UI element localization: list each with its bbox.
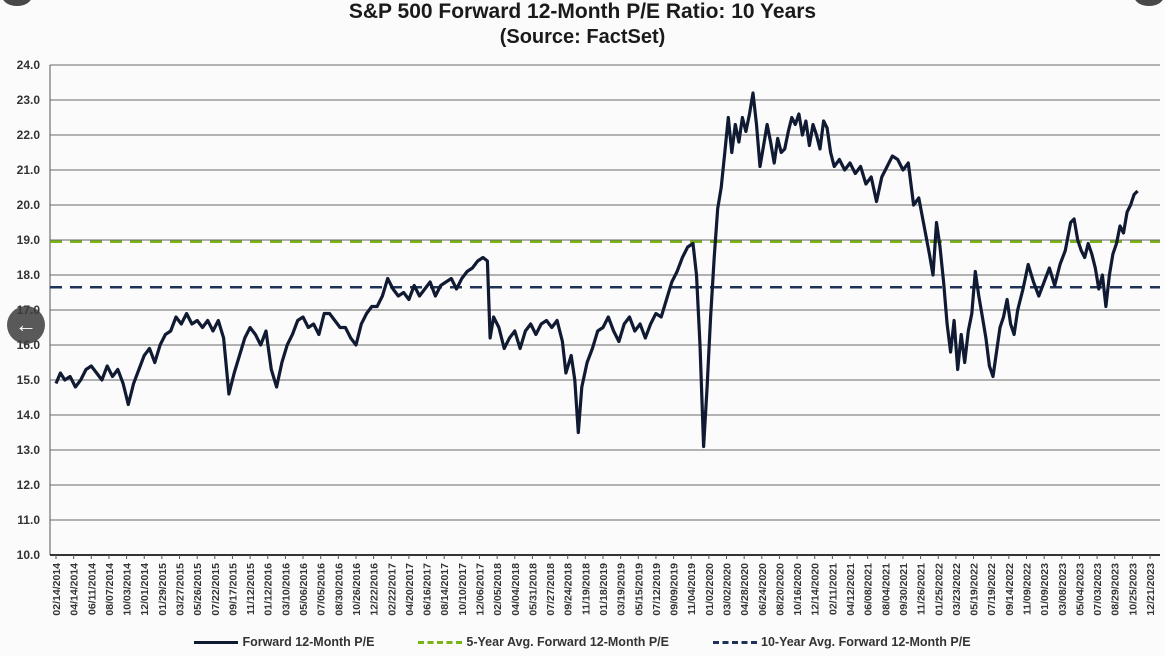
back-arrow-button[interactable]: ←: [7, 306, 45, 344]
x-tick-label: 09/30/2021: [898, 563, 910, 616]
x-tick-label: 01/02/2020: [704, 563, 716, 616]
x-tick-label: 05/15/2019: [633, 563, 645, 616]
x-tick-label: 03/19/2019: [616, 563, 628, 616]
x-tick-label: 05/26/2015: [192, 563, 204, 616]
x-tick-label: 04/12/2021: [845, 563, 857, 616]
y-tick-label: 22.0: [17, 128, 41, 142]
y-tick-label: 24.0: [17, 58, 41, 72]
y-tick-label: 12.0: [17, 478, 41, 492]
x-tick-label: 05/06/2016: [298, 563, 310, 616]
x-tick-label: 10/16/2020: [792, 563, 804, 616]
x-tick-label: 08/14/2017: [439, 563, 451, 616]
x-tick-label: 07/22/2015: [210, 563, 222, 616]
x-tick-label: 10/26/2016: [351, 563, 363, 616]
x-tick-label: 01/25/2022: [933, 563, 945, 616]
x-tick-label: 08/30/2016: [333, 563, 345, 616]
y-tick-label: 13.0: [17, 443, 41, 457]
x-tick-label: 05/04/2023: [1074, 563, 1086, 616]
x-tick-label: 03/10/2016: [280, 563, 292, 616]
y-tick-label: 18.0: [17, 268, 41, 282]
x-tick-label: 07/05/2016: [316, 563, 328, 616]
chart-subtitle: (Source: FactSet): [499, 26, 666, 48]
x-tick-label: 01/12/2016: [263, 563, 275, 616]
x-tick-label: 04/04/2018: [510, 563, 522, 616]
x-tick-label: 06/11/2014: [86, 563, 98, 615]
x-tick-label: 02/05/2018: [492, 563, 504, 616]
x-tick-label: 11/26/2021: [916, 563, 928, 615]
x-tick-label: 01/18/2019: [598, 563, 610, 616]
y-tick-label: 21.0: [17, 163, 41, 177]
x-tick-label: 11/04/2019: [686, 563, 698, 615]
x-tick-label: 06/16/2017: [422, 563, 434, 616]
x-tick-label: 06/08/2021: [863, 563, 875, 616]
legend-swatch-solid: [194, 640, 239, 644]
x-tick-label: 07/03/2023: [1092, 563, 1104, 616]
x-tick-label: 04/28/2020: [739, 563, 751, 616]
x-tick-label: 07/27/2018: [545, 563, 557, 616]
x-tick-label: 09/14/2022: [1004, 563, 1016, 616]
x-tick-label: 04/20/2017: [404, 563, 416, 616]
x-tick-label: 04/14/2014: [69, 563, 81, 616]
x-tick-label: 11/09/2022: [1021, 563, 1033, 615]
legend-swatch-green-dashed: [418, 640, 463, 644]
x-tick-label: 11/19/2018: [580, 563, 592, 615]
x-tick-label: 08/07/2014: [104, 563, 116, 616]
x-tick-label: 03/23/2022: [951, 563, 963, 616]
y-tick-label: 20.0: [17, 198, 41, 212]
y-tick-label: 15.0: [17, 373, 41, 387]
x-tick-label: 03/08/2023: [1057, 563, 1069, 616]
x-tick-label: 09/09/2019: [669, 563, 681, 616]
legend-item-forward-pe: Forward 12-Month P/E: [194, 632, 374, 652]
x-tick-label: 12/01/2014: [139, 563, 151, 616]
corner-control-left[interactable]: [2, 0, 32, 6]
x-tick-label: 07/19/2022: [986, 563, 998, 616]
legend-label-5yr-avg: 5-Year Avg. Forward 12-Month P/E: [466, 635, 669, 649]
forward-pe-line: [54, 91, 1139, 449]
y-tick-label: 14.0: [17, 408, 41, 422]
x-tick-label: 05/19/2022: [969, 563, 981, 616]
x-tick-label: 07/12/2019: [651, 563, 663, 616]
legend-label-10yr-avg: 10-Year Avg. Forward 12-Month P/E: [761, 635, 971, 649]
chart-title: S&P 500 Forward 12-Month P/E Ratio: 10 Y…: [348, 0, 817, 23]
legend-swatch-navy-dashed: [713, 640, 757, 644]
x-tick-label: 08/04/2021: [880, 563, 892, 616]
x-tick-label: 02/14/2014: [51, 563, 63, 616]
corner-control-right[interactable]: [1134, 0, 1164, 6]
y-tick-label: 23.0: [17, 93, 41, 107]
chart-legend: Forward 12-Month P/E 5-Year Avg. Forward…: [0, 632, 1165, 652]
x-tick-label: 05/31/2018: [527, 563, 539, 616]
x-tick-label: 01/09/2023: [1039, 563, 1051, 616]
legend-item-5yr-avg: 5-Year Avg. Forward 12-Month P/E: [418, 632, 669, 652]
x-tick-label: 10/25/2023: [1127, 563, 1139, 616]
arrow-left-icon: ←: [15, 312, 37, 337]
x-tick-label: 12/14/2020: [810, 563, 822, 616]
x-tick-label: 12/22/2016: [369, 563, 381, 616]
y-tick-label: 19.0: [17, 233, 41, 247]
x-tick-label: 06/24/2020: [757, 563, 769, 616]
x-tick-label: 01/29/2015: [157, 563, 169, 616]
x-tick-label: 02/22/2017: [386, 563, 398, 616]
x-tick-label: 09/24/2018: [563, 563, 575, 616]
x-tick-label: 10/03/2014: [122, 563, 134, 616]
x-tick-label: 12/21/2023: [1145, 563, 1157, 616]
x-tick-label: 03/27/2015: [175, 563, 187, 616]
x-tick-label: 08/20/2020: [774, 563, 786, 616]
x-tick-label: 03/02/2020: [722, 563, 734, 616]
x-tick-label: 11/12/2015: [245, 563, 257, 615]
legend-label-forward-pe: Forward 12-Month P/E: [242, 635, 375, 649]
x-tick-label: 09/17/2015: [227, 563, 239, 616]
y-tick-label: 10.0: [17, 548, 41, 562]
x-tick-label: 08/29/2023: [1110, 563, 1122, 616]
x-tick-label: 02/11/2021: [827, 563, 839, 615]
y-tick-label: 11.0: [17, 513, 40, 527]
legend-item-10yr-avg: 10-Year Avg. Forward 12-Month P/E: [713, 632, 971, 652]
x-tick-label: 10/10/2017: [457, 563, 469, 616]
x-tick-label: 12/06/2017: [474, 563, 486, 616]
